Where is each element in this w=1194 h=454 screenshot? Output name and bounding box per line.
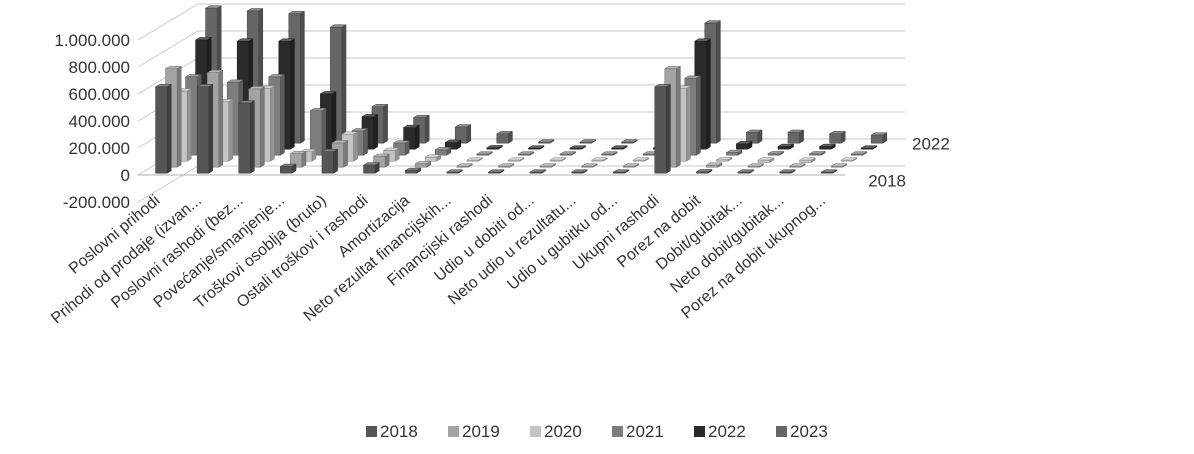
- bar-2021-9: [517, 151, 535, 156]
- bar-2019-11: [580, 163, 599, 168]
- legend-label-2022: 2022: [708, 422, 746, 441]
- bar-2020-10: [549, 157, 567, 162]
- bar-2018-1: [154, 83, 173, 174]
- bar-2020-14: [715, 157, 733, 162]
- legend-label-2021: 2021: [626, 422, 664, 441]
- bar-2019-7: [414, 160, 432, 168]
- y-tick-label: 1.000.000: [54, 31, 130, 50]
- depth-axis-label: 2018: [868, 171, 906, 190]
- bar-2021-11: [600, 151, 619, 156]
- bar-2018-10: [529, 169, 547, 174]
- bar-2018-4: [279, 163, 297, 174]
- bar-2020-12: [632, 157, 650, 162]
- bar-2018-9: [487, 169, 505, 174]
- bar-2018-11: [570, 169, 589, 174]
- legend-swatch-2020: [530, 426, 541, 437]
- bar-2020-7: [424, 154, 442, 162]
- bar-2022-9: [527, 145, 545, 150]
- legend-label-2019: 2019: [462, 422, 500, 441]
- gridline: [137, 3, 906, 41]
- bar-2019-10: [539, 163, 557, 168]
- bar-2023-14: [745, 129, 763, 144]
- y-tick-label: 800.000: [69, 58, 130, 77]
- y-tick-label: -200.000: [63, 193, 130, 212]
- bar-2018-2: [196, 83, 214, 174]
- bar-2021-17: [850, 151, 868, 156]
- bar-2021-14: [725, 149, 743, 156]
- legend-label-2023: 2023: [790, 422, 828, 441]
- bar-2023-16: [828, 130, 847, 144]
- y-tick-label: 0: [121, 166, 130, 185]
- bar-2023-7: [454, 124, 472, 144]
- bar-2022-11: [610, 145, 629, 150]
- bar-2018-13: [653, 83, 672, 174]
- bar-2018-14: [695, 169, 713, 174]
- legend-label-2020: 2020: [544, 422, 582, 441]
- bar-2018-7: [404, 167, 422, 174]
- legend-swatch-2021: [612, 426, 623, 437]
- legend-swatch-2018: [366, 426, 377, 437]
- legend-label-2018: 2018: [380, 422, 418, 441]
- depth-axis-label: 2022: [912, 134, 950, 153]
- bar-2018-5: [321, 148, 339, 174]
- y-tick-label: 200.000: [69, 139, 130, 158]
- bar-2021-6: [392, 140, 411, 156]
- bar-2019-8: [455, 163, 474, 168]
- bar-2020-9: [507, 157, 525, 162]
- bar-2022-15: [777, 143, 795, 150]
- bar-2020-16: [798, 157, 817, 163]
- bar-2018-3: [237, 100, 256, 174]
- bar-2021-7: [434, 146, 452, 156]
- bar-2021-10: [559, 151, 577, 156]
- bar-2019-9: [497, 163, 515, 168]
- bar-2021-4: [309, 107, 327, 156]
- bar-2018-6: [362, 162, 381, 174]
- bar-2023-10: [579, 139, 597, 144]
- bar-2020-11: [590, 157, 609, 162]
- legend-swatch-2022: [694, 426, 705, 437]
- bar-2022-14: [735, 140, 753, 150]
- bar-2022-10: [569, 145, 587, 150]
- bar-2019-14: [705, 162, 723, 168]
- bar-2020-17: [840, 157, 858, 162]
- bar-2020-8: [465, 157, 484, 162]
- bar-2023-15: [787, 129, 805, 144]
- legend-swatch-2023: [776, 426, 787, 437]
- bar-2018-17: [820, 169, 838, 174]
- bar-2019-15: [747, 163, 765, 168]
- bar-2023-9: [537, 139, 555, 144]
- bar-2023-11: [620, 139, 639, 144]
- bar-2020-15: [757, 157, 775, 163]
- bar-2022-6: [402, 124, 421, 150]
- bar-2022-8: [485, 145, 504, 150]
- y-tick-label: 400.000: [69, 112, 130, 131]
- bar-2019-16: [788, 163, 807, 168]
- bar-2023-17: [870, 132, 888, 144]
- bar-2019-12: [622, 163, 640, 168]
- bar-2021-16: [808, 151, 827, 156]
- bar-2023-8: [495, 130, 514, 144]
- bar-2018-8: [445, 169, 464, 174]
- bar-2021-8: [475, 151, 494, 156]
- y-tick-label: 600.000: [69, 85, 130, 104]
- bar-2022-17: [860, 145, 878, 150]
- bar-2018-16: [778, 169, 797, 174]
- bar-2019-17: [830, 163, 848, 168]
- bar-2018-15: [737, 169, 755, 174]
- gridline: [137, 30, 906, 68]
- bar-2021-15: [767, 151, 785, 156]
- bar-2022-16: [818, 143, 837, 150]
- legend-swatch-2019: [448, 426, 459, 437]
- bar-2018-12: [612, 169, 630, 174]
